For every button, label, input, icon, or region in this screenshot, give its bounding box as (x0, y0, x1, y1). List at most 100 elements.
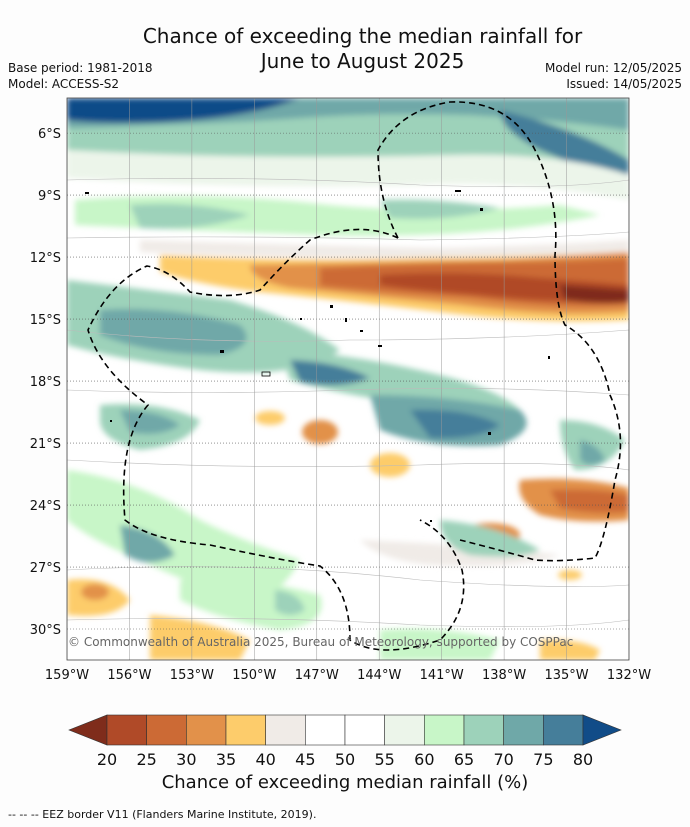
longitude-tick-label: 147°W (295, 668, 339, 683)
region-dry-se-yellow (540, 639, 600, 660)
region-dry-spot-143w (370, 453, 410, 477)
latitude-tick-label: 21°S (30, 437, 61, 452)
region-dry-spot-134w (558, 570, 582, 580)
longitude-tick-label: 138°W (482, 668, 526, 683)
colorbar-segment (265, 714, 306, 746)
latitude-tick-label: 30°S (30, 623, 61, 638)
contour-lines (67, 178, 629, 627)
region-mid-center-green (280, 350, 520, 414)
colorbar-segment (384, 714, 425, 746)
colorbar-segment (424, 714, 465, 746)
island (110, 420, 112, 422)
colorbar-segment (305, 714, 346, 746)
latitude-axis: 6°S 9°S 12°S 15°S 18°S 21°S 24°S 27°S 30°S (30, 127, 61, 638)
colorbar-segment (146, 714, 187, 746)
longitude-tick-label: 150°W (232, 668, 276, 683)
region-dry-spot-149w (255, 411, 285, 425)
island (300, 318, 302, 320)
map-title: Chance of exceeding the median rainfall … (0, 24, 690, 74)
longitude-tick-label: 159°W (45, 668, 89, 683)
colorbar-tick-label: 60 (414, 750, 434, 769)
island (480, 208, 483, 211)
contour-line (67, 459, 629, 471)
island (378, 345, 382, 347)
meta-right: Model run: 12/05/2025 Issued: 14/05/2025 (545, 60, 682, 92)
model-name: Model: ACCESS-S2 (8, 77, 120, 91)
colorbar-tick-label: 50 (335, 750, 355, 769)
region-north-light (67, 150, 629, 200)
contour-line (67, 231, 629, 241)
longitude-tick-label: 144°W (357, 668, 401, 683)
region-dry-band-deepred (560, 285, 629, 304)
region-dry-sw-orange (81, 584, 109, 600)
island (455, 190, 461, 192)
region-mid-center-blue (290, 360, 370, 386)
longitude-tick-label: 156°W (107, 668, 151, 683)
island (430, 520, 432, 522)
island (345, 318, 347, 322)
region-dry-south-yellow (150, 615, 250, 660)
longitude-tick-label: 135°W (544, 668, 588, 683)
latitude-tick-label: 18°S (30, 375, 61, 390)
latitude-tick-label: 15°S (30, 313, 61, 328)
colorbar-segment (186, 714, 227, 746)
region-dry-spot-147w (302, 420, 338, 444)
colorbar-segment (503, 714, 544, 746)
map-figure: © Commonwealth of Australia 2025, Bureau… (30, 97, 651, 793)
island (261, 371, 271, 377)
colorbar-tick-label: 65 (454, 750, 474, 769)
island (548, 356, 550, 359)
latitude-tick-label: 12°S (30, 251, 61, 266)
contour-line (67, 618, 629, 627)
colorbar-segment (543, 714, 584, 746)
colorbar-tick-label: 75 (533, 750, 553, 769)
latitude-tick-label: 9°S (38, 189, 61, 204)
rainfall-probability-field (67, 98, 629, 660)
eez-border-french-polynesia-west (87, 228, 465, 651)
region-south-east-teal (440, 520, 540, 557)
colorbar-tick-label: 80 (573, 750, 593, 769)
region-9s-teal-east (380, 199, 500, 219)
colorbar-segment (106, 714, 147, 746)
islands (85, 190, 550, 522)
colorbar-tick-label: 25 (136, 750, 156, 769)
colorbar: 20 25 30 35 40 45 50 55 60 65 70 75 80 (68, 714, 622, 769)
region-south-green-bottom (380, 628, 500, 660)
region-north-darkblue (67, 98, 300, 123)
region-south-west-teal (120, 525, 175, 563)
title-line-2: June to August 2025 (260, 49, 465, 73)
colorbar-extend-high (582, 714, 622, 746)
map-plot-area: © Commonwealth of Australia 2025, Bureau… (67, 98, 629, 660)
longitude-axis: 159°W 156°W 153°W 150°W 147°W 144°W 141°W 138°W… (45, 668, 651, 683)
region-9s-green (75, 196, 600, 236)
region-mid-west-teal (100, 309, 247, 355)
colorbar-tick-label: 30 (176, 750, 196, 769)
colorbar-tick-label: 20 (97, 750, 117, 769)
contour-line (67, 329, 629, 342)
island (220, 350, 224, 353)
colorbar-extend-low (68, 714, 108, 746)
copyright-notice: © Commonwealth of Australia 2025, Bureau… (68, 635, 573, 649)
colorbar-tick-label: 35 (216, 750, 236, 769)
contour-line (67, 178, 629, 187)
meta-left: Base period: 1981-2018 Model: ACCESS-S2 (8, 60, 153, 92)
latitude-tick-label: 6°S (38, 127, 61, 142)
region-south-center-green (180, 579, 322, 630)
region-light-brown-band (360, 540, 560, 567)
base-period: Base period: 1981-2018 (8, 61, 153, 75)
latitude-tick-label: 27°S (30, 561, 61, 576)
island (488, 432, 491, 435)
island (360, 330, 363, 332)
colorbar-title: Chance of exceeding median rainfall (%) (162, 772, 529, 793)
colorbar-segment (225, 714, 266, 746)
region-21s-east-teal (580, 440, 605, 465)
colorbar-tick-label: 55 (374, 750, 394, 769)
gridlines (67, 98, 629, 660)
region-south-center-teal (275, 590, 305, 615)
island (330, 305, 333, 308)
island (85, 192, 89, 194)
colorbar-tick-label: 45 (295, 750, 315, 769)
eez-borders (87, 101, 622, 651)
colorbar-tick-label: 40 (255, 750, 275, 769)
eez-border-french-polynesia-east (377, 101, 622, 562)
